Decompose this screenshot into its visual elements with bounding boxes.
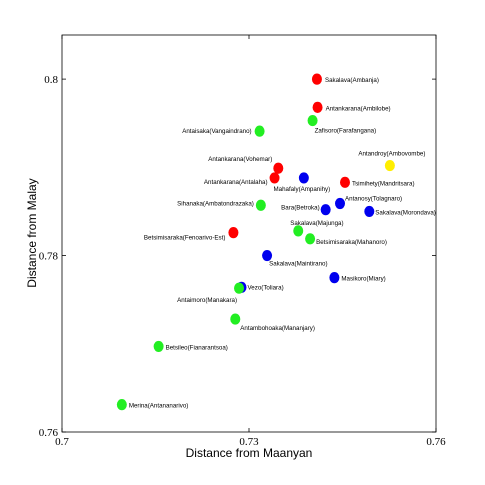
point-bara-betroka	[320, 204, 331, 216]
point-masikoro-miary	[329, 272, 340, 284]
point-label-zafisoro-farafangana: Zafisoro(Farafangana)	[315, 128, 377, 135]
point-label-bara-betroka: Bara(Betroka)	[281, 205, 320, 212]
point-antankarana-vohemar	[273, 162, 284, 174]
x-tick-label: 0.73	[239, 436, 259, 448]
point-labels: Sakalava(Ambanja) Antankarana(Ambilobe) Za…	[129, 77, 436, 410]
point-label-sihanaka-ambatondrazaka: Sihanaka(Ambatondrazaka)	[177, 200, 254, 207]
point-label-sakalava-ambanja: Sakalava(Ambanja)	[325, 77, 379, 84]
point-label-antambohoaka-mananjary: Antambohoaka(Mananjary)	[240, 325, 315, 332]
point-antandroy-ambovombe	[384, 159, 395, 172]
point-antambohoaka-mananjary	[230, 313, 241, 325]
point-label-antanosy-tolagnaro: Antanosy(Tolagnaro)	[345, 196, 402, 203]
x-tick-label: 0.76	[426, 436, 446, 448]
point-antaimoro-manakara	[234, 282, 245, 294]
axis-ticks: 0.7 0.73 0.76 0.76 0.78 0.8	[39, 35, 446, 448]
point-antankarana-antalaha	[269, 172, 280, 184]
point-antanosy-tolagnaro	[335, 197, 346, 210]
point-label-sakalava-morondava: Sakalava(Morondava)	[375, 209, 436, 216]
point-label-antankarana-vohemar: Antankarana(Vohemar)	[208, 156, 272, 163]
point-tsimihety-mandritsara	[339, 176, 350, 188]
point-label-sakalava-majunga: Sakalava(Majunga)	[290, 220, 343, 227]
point-antaisaka-vangaindrano	[254, 125, 265, 137]
data-points	[116, 73, 395, 411]
point-label-vezo-toliara: Vezo(Toliara)	[248, 284, 284, 291]
point-antankarana-ambilobe	[312, 101, 323, 113]
point-label-tsimihety-mandritsara: Tsimihety(Mandritsara)	[352, 180, 415, 187]
point-sihanaka-ambatondrazaka	[255, 199, 266, 211]
y-tick-label: 0.76	[39, 427, 59, 439]
y-axis-title: Distance from Malay	[25, 178, 39, 287]
point-sakalava-majunga	[293, 225, 304, 237]
point-label-merina-antananarivo: Merina(Antananarivo)	[129, 403, 189, 410]
point-zafisoro-farafangana	[307, 114, 318, 127]
point-label-antankarana-ambilobe: Antankarana(Ambilobe)	[326, 105, 391, 112]
point-label-antandroy-ambovombe: Antandroy(Ambovombe)	[358, 151, 425, 158]
point-merina-antananarivo	[116, 399, 127, 411]
point-label-betsimisaraka-mahanoro: Betsimisaraka(Mahanoro)	[316, 239, 387, 246]
point-label-sakalava-maintirano: Sakalava(Maintirano)	[269, 261, 327, 268]
point-label-mahafaly-ampanihy: Mahafaly(Ampanihy)	[273, 186, 330, 193]
y-tick-label: 0.78	[39, 251, 59, 263]
point-betsileo-fianarantsoa	[153, 340, 164, 353]
point-mahafaly-ampanihy	[298, 172, 309, 184]
x-tick-label: 0.7	[55, 436, 69, 448]
point-label-antaisaka-vangaindrano: Antaisaka(Vangaindrano)	[182, 128, 251, 135]
point-label-antankarana-antalaha: Antankarana(Antalaha)	[204, 179, 268, 186]
point-label-betsimisaraka-fenoarivo-est: Betsimisaraka(Fenoarivo-Est)	[144, 235, 226, 242]
y-tick-label: 0.8	[44, 74, 58, 86]
x-axis-title: Distance from Maanyan	[186, 446, 313, 460]
point-betsimisaraka-mahanoro	[305, 233, 316, 245]
point-label-masikoro-miary: Masikoro(Miary)	[341, 276, 385, 283]
point-sakalava-ambanja	[311, 73, 322, 85]
point-label-antaimoro-manakara: Antaimoro(Manakara)	[177, 297, 237, 304]
point-sakalava-maintirano	[262, 249, 273, 262]
plot-background	[61, 34, 437, 433]
point-sakalava-morondava	[364, 205, 375, 218]
point-betsimisaraka-fenoarivo-est	[228, 227, 239, 239]
point-label-betsileo-fianarantsoa: Betsileo(Fianarantsoa)	[166, 344, 228, 351]
